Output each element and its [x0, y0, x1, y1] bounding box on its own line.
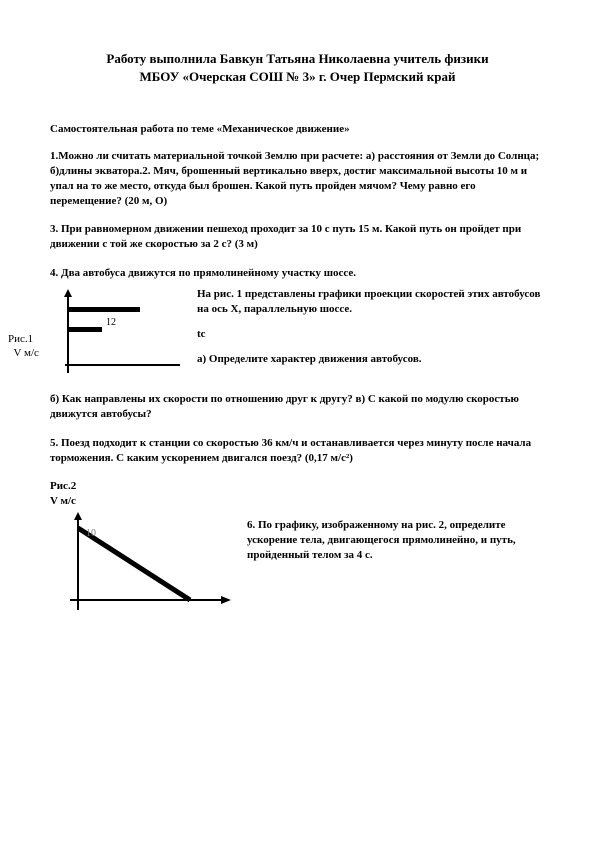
header-line2: МБОУ «Очерская СОШ № 3» г. Очер Пермский…	[50, 68, 545, 86]
document-header: Работу выполнила Бавкун Татьяна Николаев…	[50, 50, 545, 85]
chart-2: 10	[50, 510, 235, 620]
question-6: 6. По графику, изображенному на рис. 2, …	[247, 518, 527, 563]
question-3: 3. При равномерном движении пешеход прох…	[50, 222, 545, 252]
figure-1-row: 12 На рис. 1 представлены графики проекц…	[50, 287, 545, 382]
figure-1-caption: На рис. 1 представлены графики проекции …	[197, 287, 545, 376]
question-4b: б) Как направлены их скорости по отношен…	[50, 392, 545, 422]
fig1-label-line1: Рис.1	[8, 333, 33, 345]
fig1-caption-a: На рис. 1 представлены графики проекции …	[197, 287, 545, 317]
fig2-label-line2: V м/с	[50, 495, 76, 507]
svg-text:12: 12	[106, 317, 116, 328]
figure-2-labels: Рис.2 V м/с	[50, 479, 545, 508]
worksheet-title: Самостоятельная работа по теме «Механиче…	[50, 123, 545, 135]
figure-2-caption: 6. По графику, изображенному на рис. 2, …	[247, 510, 527, 573]
chart-1: 12	[50, 287, 185, 382]
fig1-caption-c: а) Определите характер движения автобусо…	[197, 352, 545, 367]
fig1-label-line2: V м/с	[14, 347, 39, 359]
figure-2-row: 10 6. По графику, изображенному на рис. …	[50, 510, 545, 620]
question-1-2: 1.Можно ли считать материальной точкой З…	[50, 149, 545, 208]
question-5: 5. Поезд подходит к станции со скоростью…	[50, 436, 545, 466]
header-line1: Работу выполнила Бавкун Татьяна Николаев…	[50, 50, 545, 68]
svg-text:10: 10	[86, 528, 96, 539]
fig1-caption-b: tc	[197, 327, 545, 342]
page: Рис.1 V м/с Работу выполнила Бавкун Тать…	[0, 0, 595, 842]
fig2-label-line1: Рис.2	[50, 480, 76, 492]
margin-label-fig1: Рис.1 V м/с	[8, 333, 39, 361]
question-4-intro: 4. Два автобуса движутся по прямолинейно…	[50, 266, 545, 281]
